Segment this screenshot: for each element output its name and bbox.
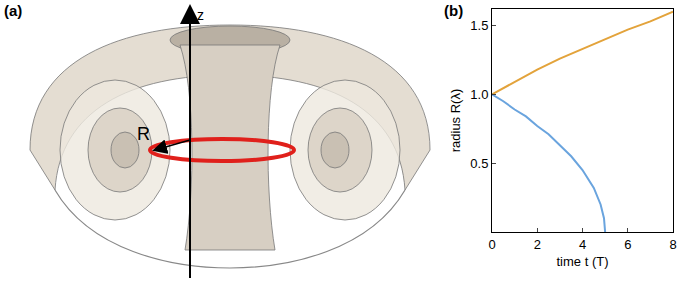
svg-text:(a): (a): [4, 2, 22, 19]
svg-text:1.0: 1.0: [470, 87, 488, 102]
svg-text:8: 8: [669, 237, 676, 252]
svg-text:0.5: 0.5: [470, 156, 488, 171]
svg-text:time t (T): time t (T): [557, 254, 609, 269]
svg-text:2: 2: [534, 237, 541, 252]
svg-text:radius R(λ): radius R(λ): [448, 89, 463, 153]
svg-text:R: R: [137, 124, 150, 144]
svg-text:1.5: 1.5: [470, 18, 488, 33]
svg-text:z: z: [197, 7, 204, 23]
svg-text:6: 6: [624, 237, 631, 252]
svg-text:4: 4: [579, 237, 586, 252]
svg-text:0: 0: [488, 237, 495, 252]
html-text:(b): (b): [444, 2, 464, 19]
